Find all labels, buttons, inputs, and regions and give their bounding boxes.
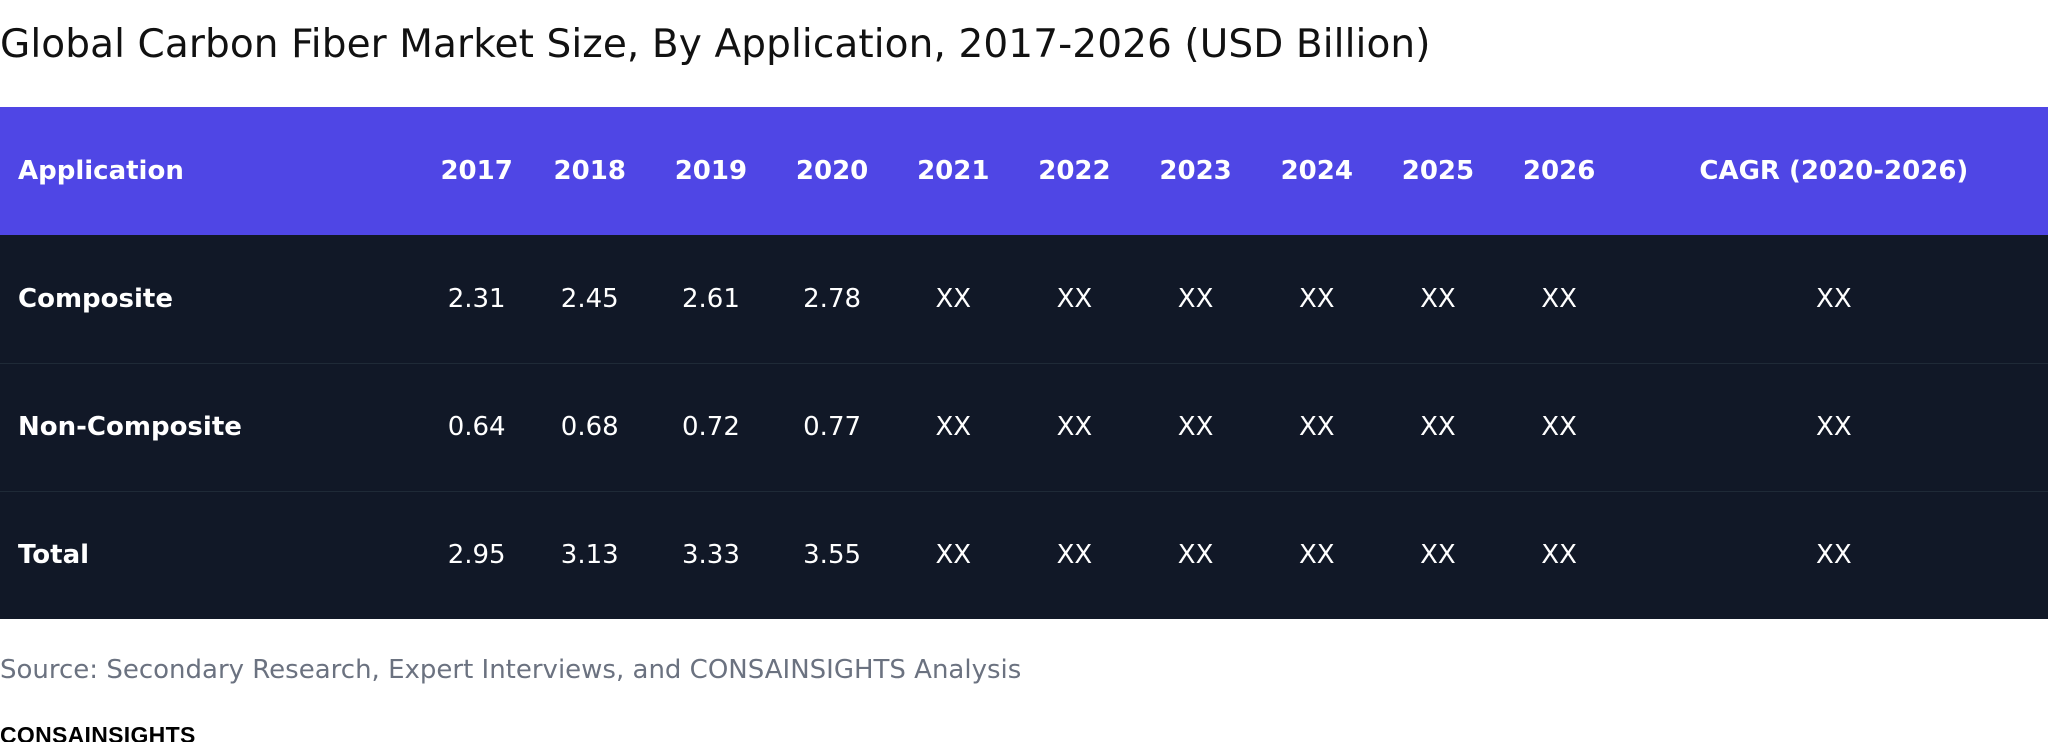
cell-value: XX bbox=[1377, 490, 1499, 619]
market-size-table: Application 2017 2018 2019 2020 2021 202… bbox=[0, 107, 2048, 619]
page-title: Global Carbon Fiber Market Size, By Appl… bbox=[0, 22, 1431, 67]
cell-value: 3.55 bbox=[771, 490, 893, 619]
row-label-non-composite: Non-Composite bbox=[0, 362, 425, 491]
cell-value: XX bbox=[1013, 362, 1136, 491]
cell-value: XX bbox=[1420, 283, 1456, 314]
column-header-2019: 2019 bbox=[674, 156, 748, 186]
column-header-2021: 2021 bbox=[917, 156, 990, 186]
cell-value: XX bbox=[1256, 362, 1378, 491]
cell-value: XX bbox=[935, 283, 972, 314]
cell-value: XX bbox=[1377, 362, 1499, 491]
table-header-row: Application 2017 2018 2019 2020 2021 202… bbox=[0, 107, 2048, 235]
cell-value: 2.78 bbox=[803, 283, 862, 314]
cell-value: 0.68 bbox=[529, 362, 651, 491]
column-header-application: Application bbox=[18, 156, 184, 186]
brand-logo-text: CONSAINSIGHTS bbox=[0, 722, 196, 742]
column-header-cagr: CAGR (2020-2026) bbox=[1699, 156, 1969, 186]
cell-value: XX bbox=[1498, 362, 1620, 491]
cell-value: 2.95 bbox=[424, 490, 530, 619]
column-header-2017: 2017 bbox=[440, 156, 513, 186]
cell-value: XX bbox=[892, 362, 1014, 491]
cell-value: XX bbox=[1135, 490, 1257, 619]
cell-value: 2.31 bbox=[447, 283, 506, 314]
table-row: Non-Composite 0.64 0.68 0.72 0.77 XX XX … bbox=[0, 362, 2048, 491]
cell-value: XX bbox=[1056, 283, 1093, 314]
cell-value: XX bbox=[1256, 490, 1378, 619]
cell-value: 2.45 bbox=[560, 283, 619, 314]
row-label-total: Total bbox=[0, 490, 425, 619]
cell-value: 3.13 bbox=[529, 490, 651, 619]
cell-value-cagr: XX bbox=[1619, 490, 2048, 619]
cell-value: XX bbox=[1298, 283, 1335, 314]
column-header-2020: 2020 bbox=[795, 156, 869, 186]
cell-value: XX bbox=[1135, 362, 1257, 491]
source-note: Source: Secondary Research, Expert Inter… bbox=[0, 655, 1022, 685]
cell-value: XX bbox=[1013, 490, 1136, 619]
row-label-composite: Composite bbox=[18, 283, 173, 314]
cell-value: XX bbox=[1177, 283, 1214, 314]
column-header-2026: 2026 bbox=[1522, 156, 1596, 186]
column-header-2024: 2024 bbox=[1280, 156, 1353, 186]
column-header-2018: 2018 bbox=[553, 156, 626, 186]
cell-value: XX bbox=[1498, 490, 1620, 619]
table-row: Total 2.95 3.13 3.33 3.55 XX XX XX XX XX… bbox=[0, 490, 2048, 619]
cell-value: XX bbox=[1541, 283, 1577, 314]
cell-value: 3.33 bbox=[650, 490, 772, 619]
cell-value: 0.64 bbox=[424, 362, 530, 491]
cell-value: XX bbox=[892, 490, 1014, 619]
column-header-2023: 2023 bbox=[1159, 156, 1232, 186]
cell-value: 0.72 bbox=[650, 362, 772, 491]
cell-value-cagr: XX bbox=[1816, 283, 1852, 314]
cell-value-cagr: XX bbox=[1619, 362, 2048, 491]
column-header-2022: 2022 bbox=[1038, 156, 1111, 186]
cell-value: 0.77 bbox=[771, 362, 893, 491]
table-row: Composite 2.31 2.45 2.61 2.78 XX XX XX X… bbox=[0, 235, 2048, 363]
cell-value: 2.61 bbox=[681, 283, 740, 314]
column-header-2025: 2025 bbox=[1401, 156, 1475, 186]
